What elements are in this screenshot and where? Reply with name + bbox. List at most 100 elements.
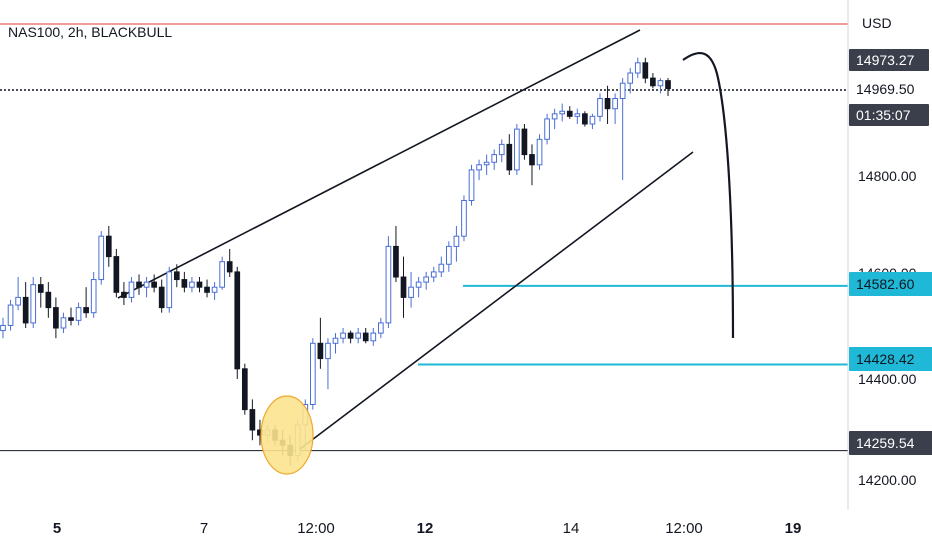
candle-body	[332, 337, 339, 344]
candle-body	[0, 324, 6, 332]
price-axis[interactable]: 14800.0014200.0014600.0014400.0014973.27…	[847, 0, 932, 510]
price-tick-label: 14800.00	[858, 168, 917, 184]
wedge-lower-line	[295, 151, 694, 453]
candle-body	[68, 317, 74, 321]
candle-body	[446, 245, 452, 265]
price-tag-label: 14969.50	[856, 81, 915, 97]
candle-body	[650, 77, 656, 87]
candle-body	[665, 80, 671, 90]
candle-body	[506, 143, 513, 171]
candle-body	[151, 281, 157, 288]
candle-body	[113, 256, 120, 293]
highlighted-low-ellipse	[260, 395, 314, 475]
price-tag-bg	[849, 49, 929, 71]
candle-body	[196, 281, 203, 288]
candle-body	[75, 307, 82, 321]
candle-body	[309, 342, 316, 405]
candle-body	[355, 332, 362, 339]
currency-label: USD	[862, 15, 892, 31]
candle-body	[226, 261, 233, 273]
price-tag-label: 14428.42	[856, 351, 915, 367]
candle-body	[98, 235, 105, 281]
candle-body	[105, 235, 112, 258]
symbol-title: NAS100, 2h, BLACKBULL	[8, 24, 172, 40]
candle-body	[612, 98, 618, 110]
price-tag[interactable]: 14582.60	[849, 272, 932, 296]
candlestick-series	[0, 57, 671, 466]
candle-body	[461, 200, 467, 237]
candle-body	[83, 307, 89, 314]
candle-body	[15, 296, 21, 306]
candle-body	[453, 235, 460, 247]
candle-body	[7, 304, 14, 326]
candle-body	[634, 62, 641, 74]
candle-body	[514, 128, 520, 171]
price-tag-label: 14582.60	[856, 276, 915, 292]
candle-body	[619, 82, 626, 99]
candle-body	[22, 296, 29, 324]
price-tag[interactable]: 14428.42	[849, 347, 932, 371]
price-tag-bg	[849, 431, 932, 455]
candle-body	[234, 271, 241, 370]
price-tag[interactable]: 14259.54	[849, 431, 932, 455]
candle-body	[627, 72, 634, 84]
candle-body	[340, 332, 346, 339]
candle-body	[657, 80, 664, 87]
price-tag[interactable]: 14973.27	[849, 49, 929, 71]
projected-drop-arrow	[682, 51, 735, 339]
candle-body	[521, 128, 528, 156]
candle-body	[393, 245, 399, 278]
candle-body	[143, 281, 150, 288]
candle-body	[347, 332, 354, 339]
time-tick-label: 12	[417, 520, 434, 537]
candle-body	[400, 276, 407, 298]
candle-body	[249, 409, 256, 431]
candle-body	[438, 263, 445, 273]
price-tag[interactable]: 14969.50	[849, 78, 929, 100]
annotation-layer	[260, 51, 735, 475]
time-axis[interactable]: 5 7 12:00 12 14 12:00 19	[0, 509, 848, 537]
candle-body	[45, 291, 52, 309]
candle-body	[604, 98, 611, 110]
candle-body	[90, 279, 97, 314]
wedge-upper-line	[117, 29, 641, 299]
price-tag[interactable]: 01:35:07	[849, 104, 929, 126]
candle-body	[158, 286, 165, 309]
candle-body	[544, 118, 550, 140]
candle-body	[189, 281, 195, 288]
time-tick-label: 19	[785, 520, 802, 537]
candle-body	[219, 261, 225, 288]
candle-body	[385, 245, 392, 324]
candle-body	[589, 115, 596, 125]
candle-body	[566, 110, 573, 117]
candle-body	[204, 286, 210, 293]
candle-body	[53, 307, 59, 329]
candle-body	[559, 110, 566, 115]
candle-body	[211, 286, 218, 293]
candle-body	[574, 113, 581, 117]
candle-body	[60, 317, 67, 329]
candle-body	[597, 98, 603, 117]
price-tick-label: 14400.00	[858, 371, 917, 387]
time-tick-label: 12:00	[297, 520, 335, 537]
time-tick-label: 5	[53, 520, 61, 537]
price-tag-bg	[849, 347, 932, 371]
candle-body	[377, 322, 384, 334]
candle-body	[128, 281, 135, 298]
candle-body	[551, 113, 558, 120]
candle-body	[37, 284, 44, 293]
time-tick-label: 7	[200, 520, 208, 537]
candle-body	[362, 332, 369, 342]
price-tag-bg	[849, 78, 929, 100]
time-tick-label: 12:00	[665, 520, 703, 537]
candle-body	[121, 291, 127, 298]
price-tag-bg	[849, 272, 932, 296]
candle-body	[136, 281, 142, 288]
candle-body	[476, 164, 482, 171]
candle-body	[468, 169, 475, 201]
candle-body	[536, 138, 543, 166]
drawing-layer	[0, 23, 848, 453]
candle-body	[423, 276, 430, 283]
candle-body	[325, 342, 331, 360]
